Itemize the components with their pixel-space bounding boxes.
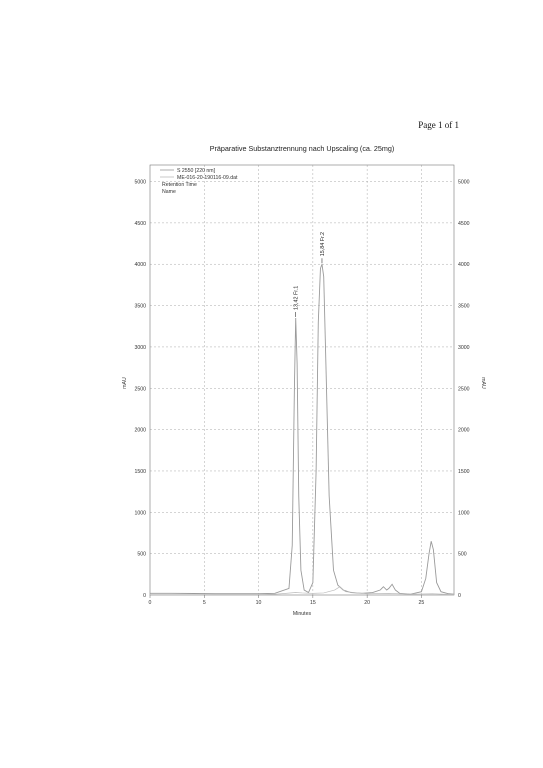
x-tick-label-5: 25: [419, 600, 425, 606]
legend-entry-2: ME-016-20-190116-09.dat: [177, 175, 238, 181]
x-tick-label-2: 10: [256, 600, 262, 606]
grid: [150, 165, 454, 595]
y-tick-label-left-7: 3500: [134, 304, 146, 310]
y-tick-label-right-0: 0: [458, 593, 461, 599]
x-tick-label-0: 0: [149, 600, 152, 606]
y-tick-label-left-2: 1000: [134, 510, 146, 516]
peak-annotations: 13,42 Fr.1 15,84 Fr.2: [294, 232, 326, 317]
y-tick-label-left-6: 3000: [134, 345, 146, 351]
chart-title: Präparative Substanztrennung nach Upscal…: [210, 144, 395, 153]
x-tick-label-4: 20: [364, 600, 370, 606]
legend: S 2550 [220 nm] ME-016-20-190116-09.dat …: [160, 168, 238, 195]
y-tick-label-right-6: 3000: [458, 345, 470, 351]
y-tick-label-left-8: 4000: [134, 262, 146, 268]
legend-retention-time: Retention Time: [162, 182, 197, 188]
y-axis-label-right: mAU: [480, 377, 486, 389]
y-tick-label-right-5: 2500: [458, 386, 470, 392]
x-tick-label-1: 5: [203, 600, 206, 606]
y-tick-label-left-9: 4500: [134, 221, 146, 227]
peak-label-1: 13,42 Fr.1: [294, 286, 300, 310]
x-axis-label: Minutes: [293, 611, 312, 617]
y-tick-label-right-2: 1000: [458, 510, 470, 516]
legend-entry-1: S 2550 [220 nm]: [177, 168, 216, 174]
y-tick-label-right-4: 2000: [458, 428, 470, 434]
x-tick-label-3: 15: [310, 600, 316, 606]
y-tick-label-left-0: 0: [143, 593, 146, 599]
y-tick-label-right-9: 4500: [458, 221, 470, 227]
y-tick-label-left-5: 2500: [134, 386, 146, 392]
y-tick-label-left-1: 500: [137, 552, 146, 558]
y-tick-label-right-8: 4000: [458, 262, 470, 268]
y-tick-label-left-3: 1500: [134, 469, 146, 475]
peak-label-2: 15,84 Fr.2: [320, 232, 326, 256]
series-line-2: [150, 586, 455, 595]
y-tick-label-left-10: 5000: [134, 180, 146, 186]
legend-name: Name: [162, 189, 176, 195]
y-axis-label-left: mAU: [122, 377, 128, 389]
plot-frame: [149, 164, 455, 596]
series-line-1: [150, 264, 455, 595]
y-tick-label-right-1: 500: [458, 552, 467, 558]
series-lines: [150, 264, 455, 595]
page-number-label: Page 1 of 1: [418, 120, 459, 130]
y-tick-label-right-3: 1500: [458, 469, 470, 475]
y-tick-label-right-7: 3500: [458, 304, 470, 310]
y-tick-label-left-4: 2000: [134, 428, 146, 434]
y-tick-label-right-10: 5000: [458, 180, 470, 186]
